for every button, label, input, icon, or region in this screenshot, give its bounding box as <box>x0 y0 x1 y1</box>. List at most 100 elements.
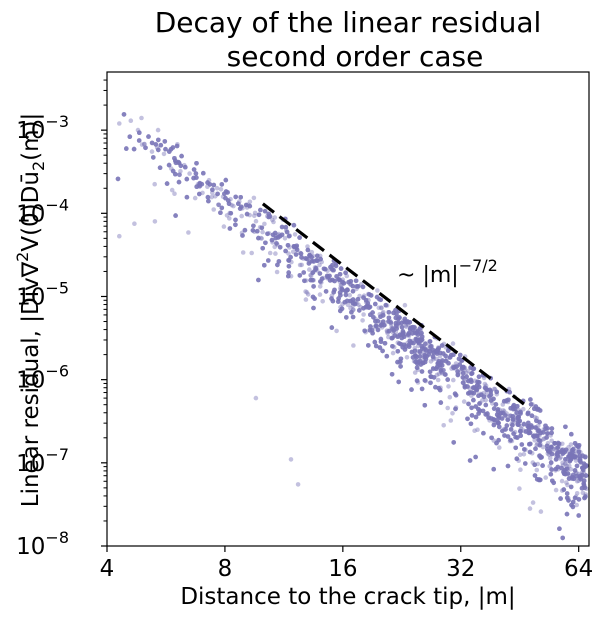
y-tick-label-exponent: −8 <box>45 528 69 547</box>
scatter-point <box>345 287 350 293</box>
scatter-point <box>351 307 356 312</box>
scatter-point <box>453 361 459 366</box>
scatter-point <box>455 372 461 378</box>
scatter-point <box>156 147 161 153</box>
scatter-point <box>436 345 441 350</box>
scatter-point <box>580 490 586 496</box>
scatter-point <box>161 151 167 157</box>
scatter-point <box>372 339 378 345</box>
scatter-point <box>369 328 375 333</box>
scatter-point <box>568 451 573 456</box>
scatter-point <box>436 346 442 351</box>
scatter-point <box>178 168 183 174</box>
scatter-point <box>419 337 425 343</box>
scatter-point <box>270 240 275 245</box>
scatter-point <box>183 164 188 170</box>
scatter-point <box>559 447 565 453</box>
scatter-point <box>542 436 547 441</box>
scatter-point <box>460 370 466 376</box>
scatter-point <box>435 347 440 353</box>
scatter-point <box>391 310 396 316</box>
scatter-point <box>375 318 381 324</box>
scatter-point <box>428 380 433 386</box>
scatter-point <box>369 328 375 333</box>
scatter-point <box>277 245 283 250</box>
scatter-point <box>325 274 331 280</box>
scatter-point <box>533 404 539 409</box>
scatter-point <box>451 365 457 371</box>
scatter-point <box>422 346 427 351</box>
scatter-point <box>341 281 347 286</box>
scatter-point <box>399 324 405 330</box>
scatter-point <box>555 464 561 470</box>
scatter-point <box>537 433 542 438</box>
scatter-point <box>491 466 497 472</box>
scatter-point <box>499 416 505 421</box>
scatter-point <box>546 448 551 454</box>
scatter-point <box>353 278 359 284</box>
scatter-point <box>580 465 586 471</box>
scatter-point <box>399 335 405 341</box>
scatter-point <box>368 312 373 318</box>
scatter-point <box>577 453 583 459</box>
scatter-point <box>178 163 184 169</box>
scatter-point <box>567 453 572 459</box>
scatter-point <box>535 407 540 412</box>
scatter-point <box>547 449 552 454</box>
scatter-point <box>402 316 408 322</box>
scatter-point <box>382 341 388 346</box>
scatter-point <box>579 485 585 491</box>
scatter-point <box>413 336 419 342</box>
scatter-point <box>172 156 177 161</box>
scatter-point <box>576 497 582 502</box>
scatter-point <box>227 216 232 221</box>
scatter-point <box>474 383 480 389</box>
scatter-point <box>173 158 178 163</box>
scatter-point <box>477 401 482 406</box>
scatter-point <box>583 494 588 499</box>
scatter-point <box>486 415 491 421</box>
scatter-point <box>540 444 546 450</box>
scatter-point <box>526 424 532 430</box>
scatter-point <box>508 406 513 411</box>
scatter-point <box>338 266 344 271</box>
scatter-point <box>527 430 533 435</box>
scatter-point <box>549 444 554 450</box>
scatter-point <box>358 304 363 310</box>
scatter-point <box>167 149 172 154</box>
scatter-point <box>312 296 317 301</box>
scatter-point <box>576 513 581 518</box>
scatter-point <box>368 324 373 329</box>
scatter-point <box>583 454 588 459</box>
scatter-point <box>398 342 404 347</box>
scatter-point <box>471 366 477 372</box>
scatter-point <box>438 368 444 373</box>
scatter-point <box>223 177 229 183</box>
scatter-point <box>555 453 561 459</box>
scatter-point <box>422 359 428 365</box>
scatter-point <box>408 326 413 331</box>
scatter-point <box>393 323 399 329</box>
scatter-point <box>403 318 409 324</box>
scatter-point <box>325 274 331 280</box>
scatter-point <box>566 498 571 503</box>
scatter-point <box>579 485 585 491</box>
scatter-point <box>491 417 496 422</box>
scatter-point <box>311 277 316 283</box>
scatter-point <box>439 343 445 348</box>
scatter-point <box>398 359 403 364</box>
scatter-point <box>337 277 342 283</box>
scatter-point <box>436 385 442 391</box>
scatter-point <box>412 348 418 354</box>
scatter-point <box>481 430 486 436</box>
scatter-point <box>515 435 520 440</box>
scatter-point <box>338 266 344 271</box>
scatter-point <box>197 180 203 186</box>
scatter-point <box>518 411 523 416</box>
scatter-point <box>519 423 524 429</box>
scatter-point <box>560 535 565 541</box>
scatter-point <box>417 354 423 359</box>
scatter-point <box>294 243 300 249</box>
y-tick-label: 10−3 <box>16 112 69 144</box>
scatter-point <box>555 440 561 446</box>
